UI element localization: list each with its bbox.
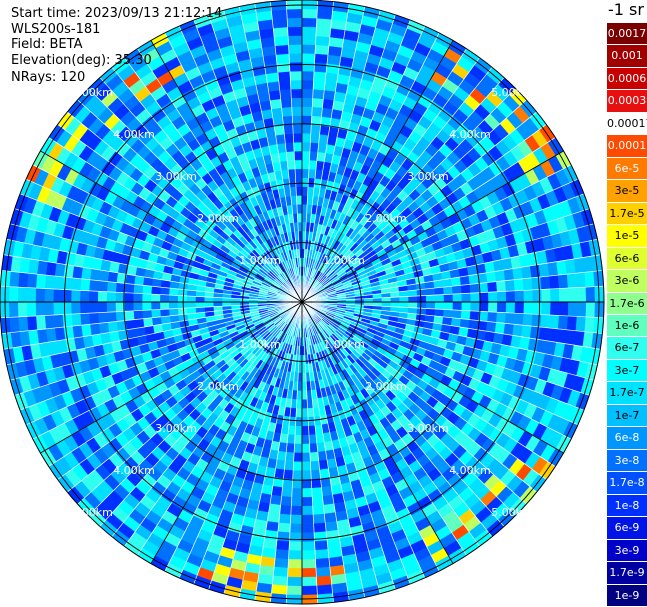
range-ring-label: 4.00km [449, 464, 491, 477]
range-ring-label: 1.00km [323, 254, 365, 267]
colorbar-level: 1e-7 [607, 403, 647, 427]
range-ring-label: 2.00km [365, 212, 407, 225]
colorbar-level: 1.7e-7 [607, 381, 647, 404]
range-ring-label: 4.00km [449, 128, 491, 141]
field-label: Field: BETA [11, 37, 83, 52]
colorbar-level: 1.7e-9 [607, 561, 647, 584]
colorbar: 0.00170.0010.00060.00030.000170.00016e-5… [607, 22, 647, 606]
azimuth-spoke [40, 301, 303, 454]
range-ring-label: 5.00km [491, 506, 533, 519]
colorbar-level: 6e-9 [607, 516, 647, 539]
range-ring-label: 1.00km [239, 338, 281, 351]
colorbar-level: 1.7e-5 [607, 201, 647, 225]
azimuth-spoke [301, 301, 454, 564]
range-ring-label: 3.00km [407, 170, 449, 183]
range-ring-label: 2.00km [197, 380, 239, 393]
colorbar-level: 1e-9 [607, 583, 647, 606]
colorbar-level: 1.7e-8 [607, 471, 647, 494]
colorbar-level: 0.0001 [607, 134, 647, 157]
range-ring-label: 3.00km [155, 170, 197, 183]
colorbar-level: 6e-8 [607, 426, 647, 449]
colorbar-level: 3e-5 [607, 179, 647, 202]
range-ring-label: 4.00km [113, 128, 155, 141]
colorbar-level: 3e-7 [607, 358, 647, 382]
range-ring-label: 3.00km [155, 422, 197, 435]
azimuth-spoke [301, 150, 564, 303]
colorbar-level: 0.0003 [607, 89, 647, 112]
azimuth-spoke [150, 301, 303, 564]
colorbar-level: 0.0017 [607, 22, 647, 45]
colorbar-level: 0.001 [607, 44, 647, 67]
range-ring-label: 1.00km [323, 338, 365, 351]
azimuth-spoke [301, 301, 564, 454]
colorbar-level: 3e-8 [607, 448, 647, 472]
colorbar-level: 6e-5 [607, 156, 647, 180]
start-time-label: Start time: 2023/09/13 21:12:14 [11, 6, 223, 21]
range-ring-label: 1.00km [239, 254, 281, 267]
colorbar-level: 0.0006 [607, 66, 647, 90]
colorbar-level: 0.00017 [607, 111, 647, 135]
colorbar-level: 1e-5 [607, 224, 647, 247]
instrument-label: WLS200s-181 [11, 22, 101, 37]
colorbar-level: 3e-6 [607, 269, 647, 292]
ppi-scan-plot: 1.00km 1.00km 1.00km 1.00km 2.00km 2.00km 2.00… [0, 0, 605, 605]
range-ring-label: 3.00km [407, 422, 449, 435]
azimuth-spoke [301, 40, 454, 303]
colorbar-level: 3e-9 [607, 538, 647, 562]
range-ring-label: 5.00km [71, 506, 113, 519]
range-ring-label: 2.00km [197, 212, 239, 225]
colorbar-level: 6e-7 [607, 336, 647, 359]
range-ring-label: 5.00km [71, 86, 113, 99]
colorbar-title: -1 sr [608, 0, 644, 19]
backscatter-field [0, 0, 605, 605]
colorbar-level: 6e-6 [607, 246, 647, 270]
range-grid [0, 0, 605, 605]
nrays-label: NRays: 120 [11, 70, 86, 85]
range-ring-label: 2.00km [365, 380, 407, 393]
range-ring-label: 5.00km [491, 86, 533, 99]
colorbar-level: 1e-6 [607, 314, 647, 337]
range-labels: 1.00km 1.00km 1.00km 1.00km 2.00km 2.00km 2.00… [71, 86, 533, 519]
azimuth-spoke [40, 150, 303, 303]
azimuth-spoke [150, 40, 303, 303]
colorbar-level: 1.7e-6 [607, 291, 647, 314]
elevation-label: Elevation(deg): 35.30 [11, 53, 152, 68]
range-ring-label: 4.00km [113, 464, 155, 477]
colorbar-level: 1e-8 [607, 493, 647, 517]
